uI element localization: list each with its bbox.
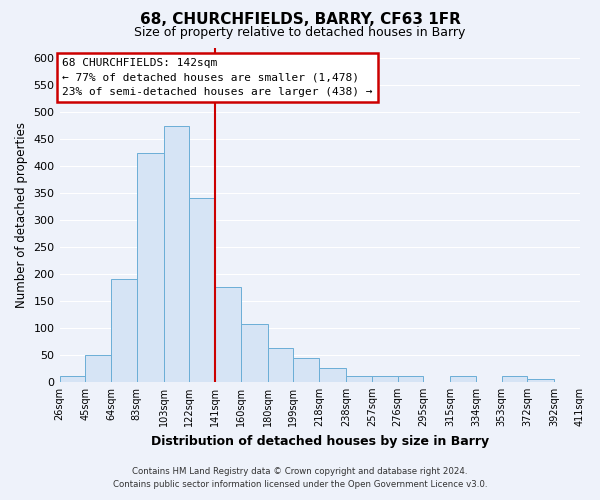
- Bar: [215, 288, 241, 382]
- Bar: [502, 376, 527, 382]
- Bar: [137, 152, 164, 382]
- Bar: [59, 376, 85, 382]
- Bar: [293, 358, 319, 382]
- Bar: [527, 379, 554, 382]
- Bar: [319, 368, 346, 382]
- Bar: [372, 376, 398, 382]
- Bar: [241, 324, 268, 382]
- Bar: [268, 348, 293, 382]
- Bar: [164, 126, 190, 382]
- Bar: [450, 376, 476, 382]
- Y-axis label: Number of detached properties: Number of detached properties: [15, 122, 28, 308]
- Text: 68, CHURCHFIELDS, BARRY, CF63 1FR: 68, CHURCHFIELDS, BARRY, CF63 1FR: [140, 12, 460, 28]
- X-axis label: Distribution of detached houses by size in Barry: Distribution of detached houses by size …: [151, 434, 489, 448]
- Bar: [398, 376, 423, 382]
- Text: Contains HM Land Registry data © Crown copyright and database right 2024.
Contai: Contains HM Land Registry data © Crown c…: [113, 468, 487, 489]
- Bar: [346, 376, 372, 382]
- Bar: [111, 280, 137, 382]
- Bar: [85, 355, 111, 382]
- Text: Size of property relative to detached houses in Barry: Size of property relative to detached ho…: [134, 26, 466, 39]
- Bar: [190, 198, 215, 382]
- Text: 68 CHURCHFIELDS: 142sqm
← 77% of detached houses are smaller (1,478)
23% of semi: 68 CHURCHFIELDS: 142sqm ← 77% of detache…: [62, 58, 373, 97]
